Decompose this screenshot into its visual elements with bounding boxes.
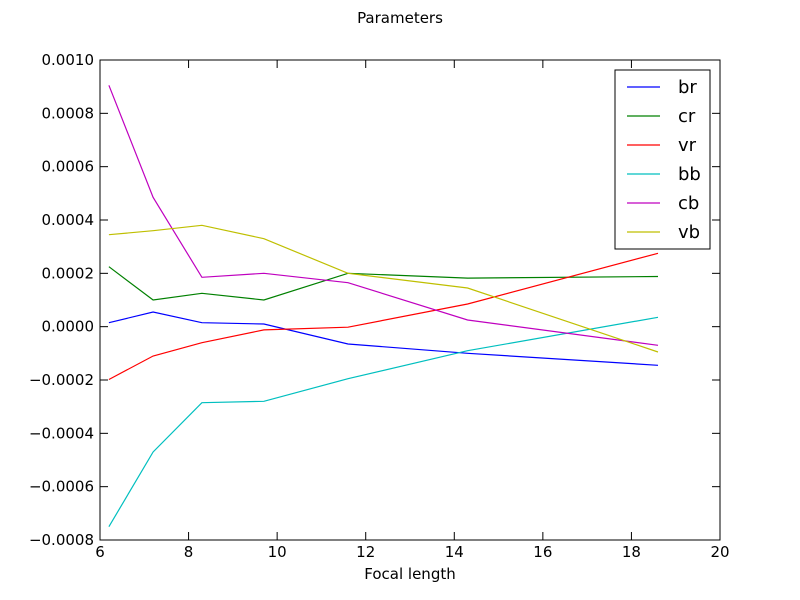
series-line-cb: [108, 85, 659, 346]
x-tick-label: 20: [710, 543, 729, 561]
y-tick-label: 0.0004: [42, 211, 95, 229]
x-axis-label: Focal length: [364, 565, 455, 583]
y-tick-label: 0.0002: [42, 264, 95, 282]
x-tick-label: 18: [622, 543, 641, 561]
y-tick-label: 0.0008: [42, 104, 95, 122]
y-tick-label: −0.0002: [29, 371, 94, 389]
legend-label-cb: cb: [678, 193, 699, 214]
legend: br cr vr bb cb vb: [614, 69, 711, 250]
y-tick-label: 0.0000: [42, 318, 95, 336]
series-line-vb: [108, 224, 659, 353]
x-tick-label: 10: [268, 543, 287, 561]
y-tick-label: −0.0008: [29, 531, 94, 549]
x-tick-label: 14: [445, 543, 464, 561]
legend-label-cr: cr: [678, 106, 696, 127]
y-tick-label: 0.0006: [42, 158, 95, 176]
x-tick-label: 8: [184, 543, 194, 561]
x-tick-label: 16: [533, 543, 552, 561]
x-tick-label: 6: [95, 543, 105, 561]
series-line-br: [108, 311, 659, 366]
legend-label-bb: bb: [678, 164, 701, 185]
y-tick-label: −0.0004: [29, 424, 94, 442]
series-line-vr: [108, 252, 659, 381]
series-line-bb: [108, 316, 659, 528]
x-tick-label: 12: [356, 543, 375, 561]
legend-label-vr: vr: [678, 135, 697, 156]
legend-box: [614, 69, 711, 250]
y-tick-labels: −0.0008 −0.0006 −0.0004 −0.0002 0.0000 0.0002…: [29, 51, 94, 549]
y-tick-label: 0.0010: [42, 51, 95, 69]
plot-frame: [99, 59, 721, 541]
x-tick-labels: 6 8 10 12 14 16 18 20: [95, 543, 729, 561]
legend-label-vb: vb: [678, 222, 700, 243]
series-line-cr: [108, 266, 659, 301]
legend-label-br: br: [678, 77, 697, 98]
y-tick-label: −0.0006: [29, 478, 94, 496]
plot-lines: [108, 85, 659, 528]
chart-title: Parameters: [357, 9, 443, 27]
